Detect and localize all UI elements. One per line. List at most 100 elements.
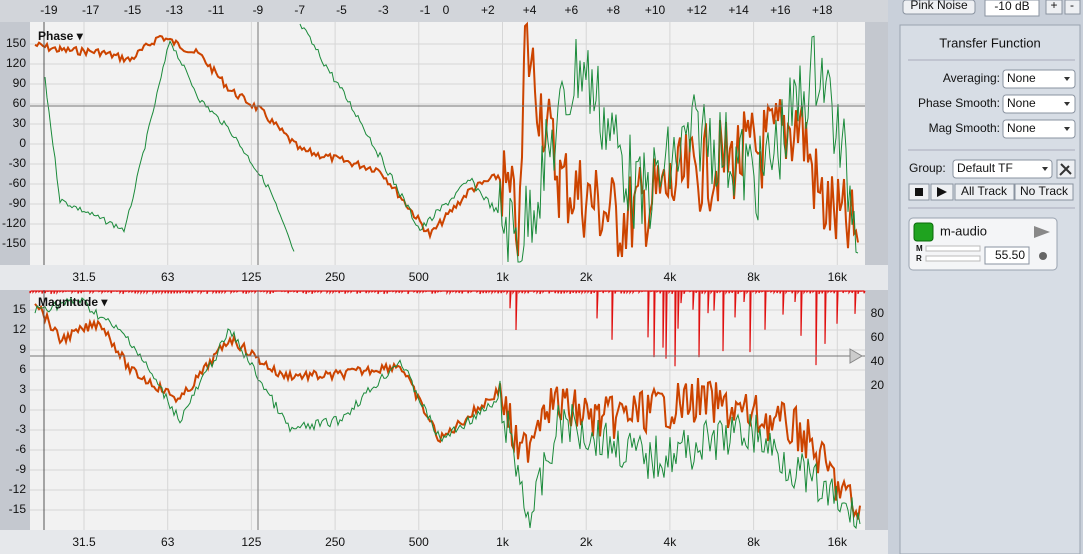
r-meter <box>925 255 981 262</box>
setting-value: None <box>1007 121 1036 135</box>
group-select[interactable] <box>952 159 1053 179</box>
dropdown-arrow <box>1064 127 1070 131</box>
top-scale-label: -1 <box>420 3 431 17</box>
top-scale-bar <box>0 0 888 22</box>
magnitude-tick-label: 15 <box>13 302 27 316</box>
top-scale-label: -11 <box>208 3 225 17</box>
m-label: M <box>916 244 923 253</box>
magnitude-tick-label: 3 <box>19 382 26 396</box>
top-scale-label: -5 <box>336 3 347 17</box>
magnitude-tick-label: -12 <box>9 482 27 496</box>
pink-noise-button[interactable] <box>902 0 976 15</box>
m-meter <box>925 245 981 252</box>
phase-label[interactable]: Phase ▾ <box>38 29 84 43</box>
top-scale-label: -17 <box>82 3 100 17</box>
freq-label: 2k <box>580 270 594 284</box>
freq-label: 500 <box>409 535 429 549</box>
top-scale-label: -9 <box>253 3 264 17</box>
play-icon <box>937 187 947 197</box>
freq-label: 63 <box>161 270 175 284</box>
delay-box[interactable] <box>984 246 1030 265</box>
top-scale-label: +16 <box>770 3 791 17</box>
panel-title: Transfer Function <box>939 35 1040 50</box>
pink-noise-text: Pink Noise <box>910 0 968 12</box>
top-scale-label: -13 <box>166 3 184 17</box>
top-scale-label: +14 <box>728 3 749 17</box>
plus-text: + <box>1050 0 1057 12</box>
grid <box>30 22 865 530</box>
no-track-button[interactable] <box>1014 183 1074 201</box>
track-play[interactable] <box>1034 226 1050 238</box>
minus-button[interactable] <box>1064 0 1081 15</box>
track-name: m-audio <box>940 223 987 238</box>
dropdown-arrow <box>1042 167 1048 171</box>
freq-label: 63 <box>161 535 175 549</box>
phase-tick-label: -120 <box>2 216 26 230</box>
freq-label: 8k <box>747 270 761 284</box>
freq-label: 250 <box>325 535 345 549</box>
magnitude-tick-label: -6 <box>15 442 26 456</box>
magnitude-tick-label: -9 <box>15 462 26 476</box>
setting-label: Phase Smooth: <box>918 96 1000 110</box>
top-scale: -19 -17 -15 -13 -11 -9 -7 -5 -3 -1 0 +2 +4 +6 +8 +10 +12… <box>40 3 832 17</box>
phase-tick-label: -30 <box>9 156 27 170</box>
top-scale-label: 0 <box>443 3 450 17</box>
threshold-handle[interactable] <box>849 348 863 364</box>
freq-label: 31.5 <box>72 535 96 549</box>
stop-icon <box>915 188 923 196</box>
freq-label: 1k <box>496 270 510 284</box>
freq-label: 16k <box>828 535 848 549</box>
setting-select[interactable] <box>1002 69 1076 89</box>
setting-value: None <box>1007 96 1036 110</box>
phase-tick-label: -60 <box>9 176 27 190</box>
magnitude-tick-label: 6 <box>19 362 26 376</box>
top-scale-label: +8 <box>606 3 620 17</box>
coherence-tick-label: 20 <box>871 378 885 392</box>
trace <box>34 297 861 530</box>
freq-label: 4k <box>664 270 678 284</box>
top-scale-label: -3 <box>378 3 389 17</box>
dropdown-arrow <box>1064 77 1070 81</box>
freq-label: 125 <box>241 535 261 549</box>
phase-tick-label: 60 <box>13 96 27 110</box>
coherence-tick-label: 60 <box>871 330 885 344</box>
settings: Averaging: None Phase Smooth: None Mag Smoot… <box>918 69 1076 139</box>
phase-tick-label: 0 <box>19 136 26 150</box>
tools-icon <box>1059 163 1072 176</box>
freq-label: 1k <box>496 535 510 549</box>
top-scale-label: +6 <box>565 3 579 17</box>
top-scale-label: +10 <box>645 3 666 17</box>
magnitude-label[interactable]: Magnitude ▾ <box>38 295 108 309</box>
traces <box>29 21 866 530</box>
magnitude-tick-label: 9 <box>19 342 26 356</box>
coherence-tick-label: 80 <box>871 306 885 320</box>
delay-value: 55.50 <box>995 248 1025 262</box>
top-scale-label: +2 <box>481 3 495 17</box>
group-value: Default TF <box>957 161 1013 175</box>
no-track-text: No Track <box>1020 184 1069 198</box>
setting-select[interactable] <box>1002 94 1076 114</box>
all-track-button[interactable] <box>954 183 1015 201</box>
magnitude-tick-label: -15 <box>9 502 27 516</box>
level-text: -10 dB <box>994 0 1029 13</box>
axis-labels: 31.531.563631251252502505005001k1k2k2k4k… <box>2 36 884 549</box>
trace <box>299 23 859 263</box>
freq-label: 16k <box>828 270 848 284</box>
dropdown-arrow <box>1064 102 1070 106</box>
setting-select[interactable] <box>1002 119 1076 139</box>
track-enable[interactable] <box>913 222 934 242</box>
magnitude-tick-label: 12 <box>13 322 27 336</box>
freq-bar <box>0 530 888 554</box>
freq-label: 31.5 <box>72 270 96 284</box>
coherence-tick-label: 40 <box>871 354 885 368</box>
freq-label: 2k <box>580 535 594 549</box>
magnitude-tick-label: -3 <box>15 422 26 436</box>
top-scale-label: -15 <box>124 3 142 17</box>
top-scale-label: -19 <box>40 3 58 17</box>
phase-tick-label: -150 <box>2 236 26 250</box>
plus-button[interactable] <box>1045 0 1063 15</box>
freq-label: 125 <box>241 270 261 284</box>
phase-tick-label: 150 <box>6 36 26 50</box>
phase-tick-label: 90 <box>13 76 27 90</box>
level-box[interactable] <box>984 0 1040 17</box>
